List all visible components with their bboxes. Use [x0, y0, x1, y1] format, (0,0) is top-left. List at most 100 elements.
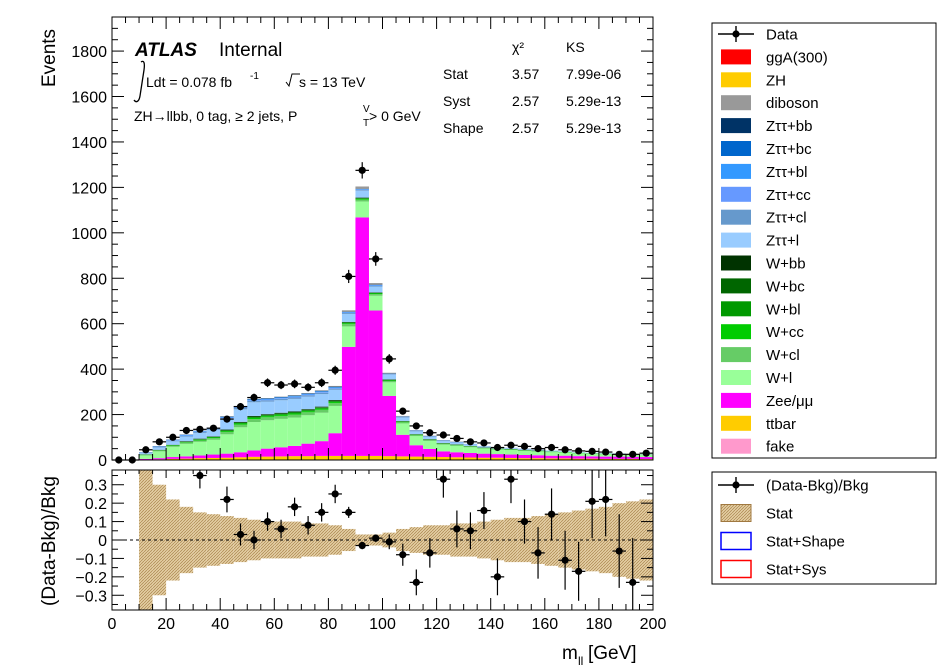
x-tick-label: 160 — [531, 616, 558, 633]
bar-segment — [193, 439, 207, 441]
bar-segment — [450, 445, 464, 446]
bar-segment — [314, 406, 329, 408]
bar-segment — [193, 432, 207, 439]
bar-segment — [396, 423, 410, 435]
bar-segment — [423, 440, 437, 449]
x-axis-title-m: m — [562, 643, 578, 664]
bar-segment — [193, 455, 207, 459]
ratio-point — [561, 556, 569, 564]
bar-segment — [274, 456, 288, 460]
bar-segment — [179, 456, 194, 459]
ratio-point — [277, 525, 285, 533]
stat-band-bin — [206, 514, 221, 566]
bar-segment — [328, 387, 342, 388]
bar-segment — [585, 453, 599, 457]
bar-segment — [314, 392, 329, 393]
data-point — [263, 379, 272, 387]
bar-segment — [314, 394, 329, 407]
bar-segment — [382, 374, 397, 380]
legend-label: Zττ+bc — [766, 141, 812, 158]
ratio-point — [236, 530, 245, 539]
bar-segment — [260, 448, 275, 457]
main-y-axis-label: Events — [39, 29, 60, 87]
data-point — [236, 403, 245, 411]
bar-segment — [179, 442, 194, 444]
x-tick-label: 200 — [640, 616, 667, 633]
data-point — [588, 447, 596, 455]
bar-segment — [220, 453, 234, 458]
bar-segment — [260, 401, 275, 415]
bar-segment — [585, 458, 599, 460]
bar-segment — [287, 411, 302, 413]
bar-segment — [287, 397, 302, 399]
bar-segment — [314, 392, 329, 395]
internal-label: Internal — [219, 40, 282, 61]
bar-segment — [314, 441, 329, 456]
bar-segment — [220, 432, 234, 435]
bar-segment — [247, 417, 261, 418]
sqrt-s-text: s = 13 TeV — [299, 74, 366, 90]
bar-segment — [233, 457, 248, 460]
bar-segment — [409, 431, 424, 435]
bar-segment — [544, 458, 559, 460]
ratio-y-axis-label: (Data-Bkg)/Bkg — [39, 476, 60, 606]
ratio-point — [629, 578, 637, 586]
bar-segment — [139, 455, 153, 459]
ratio-point — [412, 578, 420, 586]
ratio-point — [304, 521, 312, 529]
bar-segment — [193, 458, 207, 460]
bar-segment — [328, 455, 342, 460]
bar-segment — [314, 391, 329, 393]
region-superscript: V — [363, 104, 370, 115]
stat-uncertainty-band — [139, 470, 653, 610]
bar-segment — [423, 456, 437, 460]
stats-header-ks: KS — [566, 39, 585, 55]
bar-segment — [423, 448, 437, 457]
bar-segment — [571, 458, 586, 460]
bar-segment — [355, 217, 369, 456]
bar-segment — [314, 409, 329, 413]
main-legend: Data ggA(300) ZH diboson Zττ+bb Zττ+bc Zττ+bl Z… — [711, 22, 937, 459]
stats-row-label: Syst — [443, 93, 470, 109]
bar-segment — [233, 409, 248, 422]
bar-segment — [328, 401, 342, 403]
legend-swatch — [721, 392, 751, 408]
bar-segment — [287, 413, 302, 415]
legend-swatch — [721, 438, 751, 454]
bar-segment — [152, 451, 167, 459]
bar-segment — [274, 414, 288, 416]
ratio-point — [331, 490, 339, 498]
ratio-point — [615, 547, 623, 555]
bar-segment — [382, 372, 397, 374]
bar-segment — [396, 422, 410, 424]
data-point — [520, 442, 529, 450]
legend-label: W+bc — [766, 278, 805, 295]
bar-segment — [274, 400, 288, 413]
bar-segment — [328, 387, 342, 389]
y-tick-label: 0 — [98, 533, 107, 550]
bar-segment — [166, 458, 180, 460]
stats-row-ks: 5.29e-13 — [566, 120, 621, 136]
stat-band-bin — [301, 523, 315, 557]
legend-swatch — [721, 209, 751, 225]
legend-marker — [732, 30, 740, 38]
legend-swatch — [721, 141, 751, 156]
bar-segment — [166, 440, 180, 442]
bar-segment — [287, 398, 302, 412]
stats-row-chi2: 2.57 — [512, 120, 539, 136]
ratio-point — [372, 534, 380, 542]
bar-segment — [301, 393, 315, 395]
legend-swatch — [721, 278, 751, 294]
bar-segment — [504, 454, 518, 458]
bar-segment — [220, 431, 234, 433]
ratio-panel: −0.3−0.2−0.100.10.20.3 0 20 40 60 80 100 120 14… — [39, 469, 667, 668]
y-tick-label: 800 — [80, 271, 107, 288]
atlas-label: ATLAS — [134, 40, 197, 61]
bar-segment — [341, 310, 356, 312]
x-tick-label: 40 — [211, 616, 229, 633]
bar-segment — [301, 396, 315, 410]
data-point — [466, 438, 475, 446]
legend-swatch — [721, 118, 751, 134]
legend-label: Zττ+l — [766, 233, 799, 250]
